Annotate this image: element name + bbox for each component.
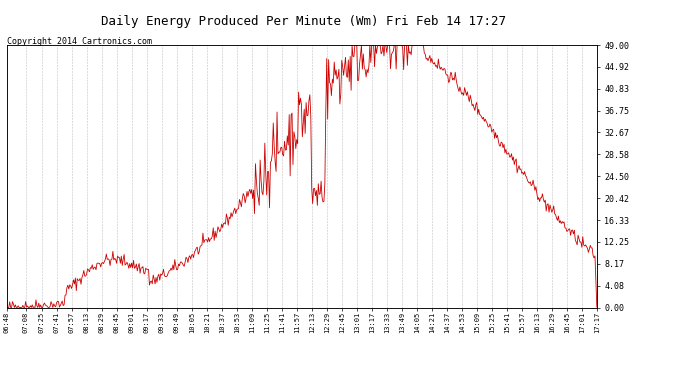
- Text: Power Produced  (watts/minute): Power Produced (watts/minute): [420, 28, 570, 38]
- Text: Daily Energy Produced Per Minute (Wm) Fri Feb 14 17:27: Daily Energy Produced Per Minute (Wm) Fr…: [101, 15, 506, 28]
- Text: Copyright 2014 Cartronics.com: Copyright 2014 Cartronics.com: [7, 38, 152, 46]
